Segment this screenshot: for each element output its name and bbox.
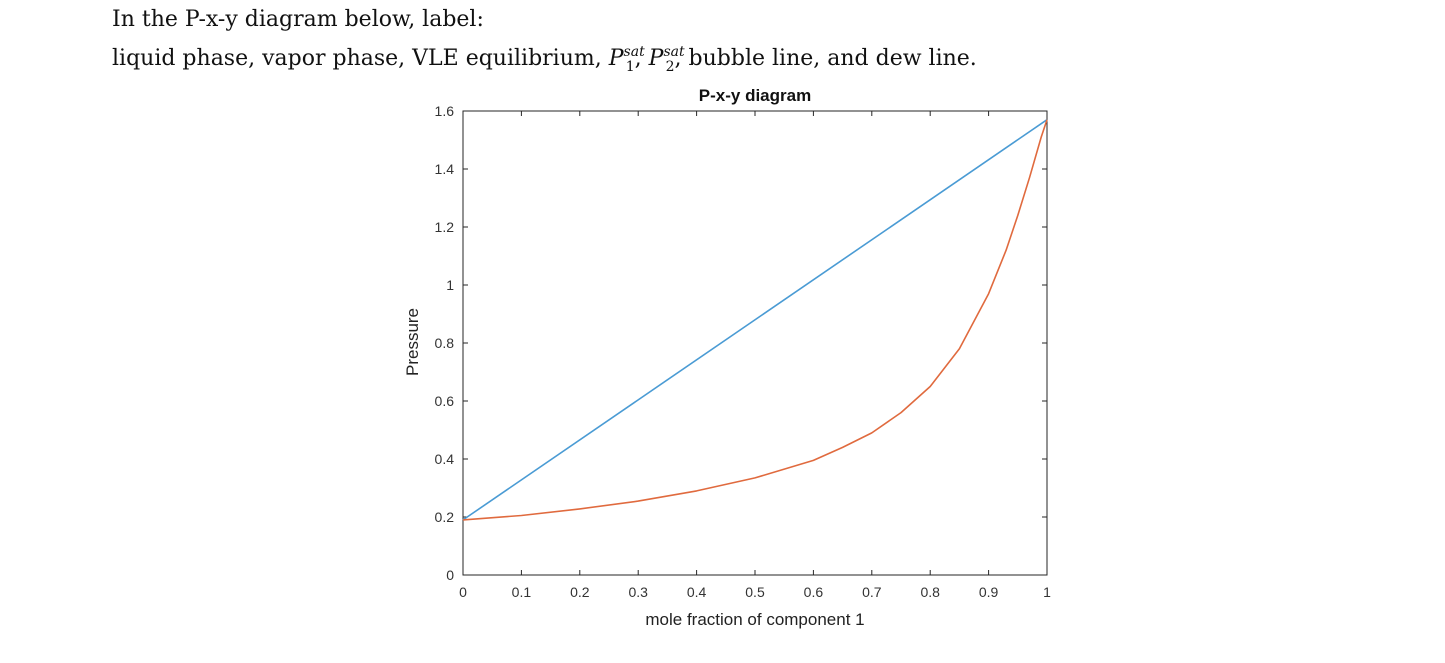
x-tick-label: 1 <box>1043 584 1051 600</box>
x-tick-label: 0.7 <box>862 584 882 600</box>
x-tick-label: 0.6 <box>804 584 824 600</box>
x-axis-label: mole fraction of component 1 <box>645 610 864 629</box>
x-tick-label: 0.8 <box>920 584 940 600</box>
x-tick-label: 0.1 <box>512 584 532 600</box>
y-tick-label: 0.6 <box>435 393 455 409</box>
p1sat-symbol: Psat1 <box>608 44 645 75</box>
y-tick-label: 0.2 <box>435 509 455 525</box>
series-line-blue <box>462 119 1048 521</box>
y-tick-label: 0 <box>446 567 454 583</box>
x-tick-label: 0.3 <box>628 584 648 600</box>
y-tick-label: 1.4 <box>435 161 455 177</box>
p2sat-symbol: Psat2 <box>648 44 685 75</box>
question-separator: , <box>634 46 649 71</box>
y-tick-label: 0.8 <box>435 335 455 351</box>
y-tick-label: 1.2 <box>435 219 455 235</box>
axis-ticks: 0 0.1 0.2 0.3 0.4 0.5 0.6 0.7 0.8 0.9 1 0 0.2 0.4 0.6 0… <box>435 103 1052 600</box>
x-tick-label: 0.4 <box>687 584 707 600</box>
y-tick-label: 1 <box>446 277 454 293</box>
series-lines <box>462 119 1048 521</box>
chart-title: P-x-y diagram <box>699 86 811 105</box>
question-line-2: liquid phase, vapor phase, VLE equilibri… <box>112 36 977 83</box>
x-tick-label: 0.2 <box>570 584 590 600</box>
y-tick-label: 1.6 <box>435 103 455 119</box>
question-line-2-suffix: , bubble line, and dew line. <box>674 46 977 71</box>
y-tick-label: 0.4 <box>435 451 455 467</box>
y-axis-label: Pressure <box>403 308 422 376</box>
question-line-2-prefix: liquid phase, vapor phase, VLE equilibri… <box>112 46 609 71</box>
question-line-1: In the P-x-y diagram below, label: <box>112 7 484 32</box>
series-line-orange <box>462 119 1048 521</box>
x-tick-label: 0 <box>459 584 467 600</box>
x-tick-label: 0.9 <box>979 584 999 600</box>
x-tick-label: 0.5 <box>745 584 765 600</box>
question-text: In the P-x-y diagram below, label: liqui… <box>112 4 977 83</box>
